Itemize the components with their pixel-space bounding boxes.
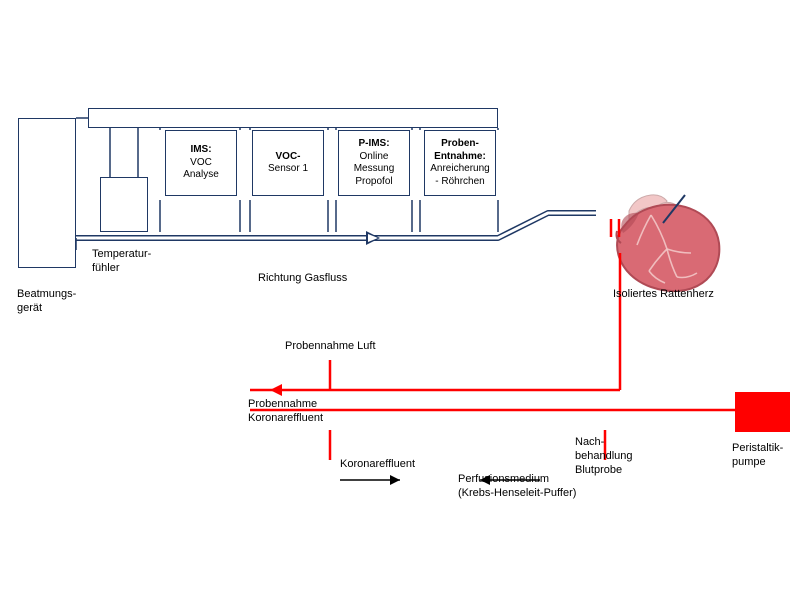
ims-label: IMS:VOCAnalyse <box>165 130 237 196</box>
ventilator-label: Beatmungs- gerät <box>17 288 76 316</box>
sample-air-label: Probennahme Luft <box>285 340 376 354</box>
pump-box <box>735 392 790 432</box>
heart-label: Isoliertes Rattenherz <box>613 288 714 302</box>
pump-label: Peristaltik- pumpe <box>732 442 783 470</box>
ventilator-box <box>18 118 76 268</box>
sensor-rail <box>88 108 498 128</box>
pims-label: P-IMS:OnlineMessungPropofol <box>338 130 410 196</box>
sample-coronary-label: Probennahme Koronareffluent <box>248 398 323 426</box>
blood-post-label: Nach- behandlung Blutprobe <box>575 436 633 477</box>
temperature-label: Temperatur- fühler <box>92 248 151 276</box>
proben-label: Proben-Entnahme:Anreicherung- Röhrchen <box>424 130 496 196</box>
temperature-box <box>100 177 148 232</box>
coronary-effluent-label: Koronareffluent <box>340 458 415 472</box>
voc-label: VOC-Sensor 1 <box>252 130 324 196</box>
flow-direction-label: Richtung Gasfluss <box>258 272 347 286</box>
perfusion-label: Perfusionsmedium (Krebs-Henseleit-Puffer… <box>458 473 576 501</box>
heart-icon <box>617 195 720 291</box>
